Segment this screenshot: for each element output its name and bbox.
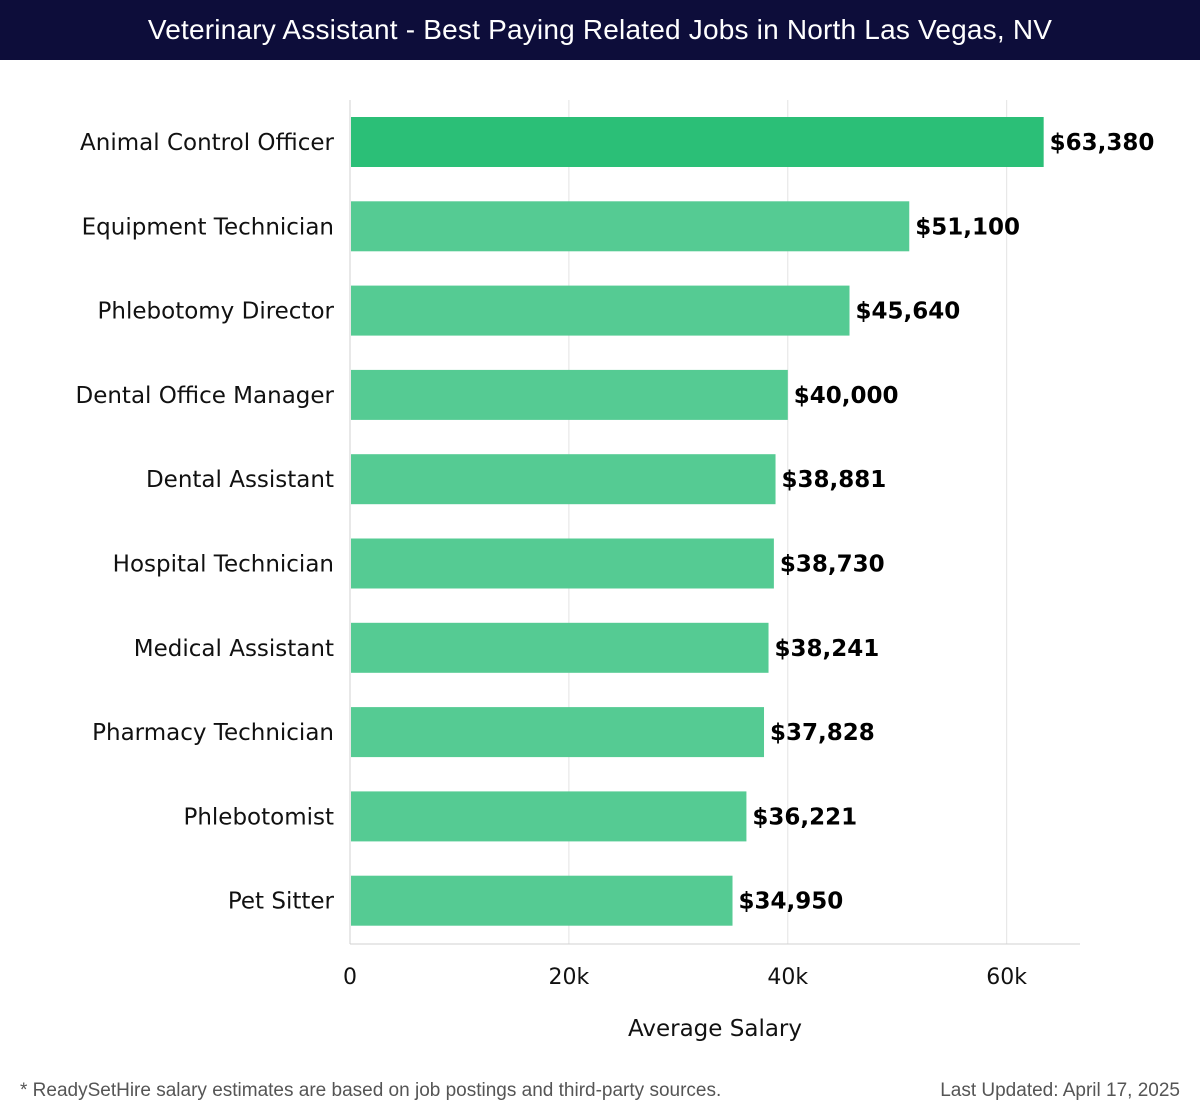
value-label: $38,241 bbox=[775, 636, 880, 662]
x-axis-title: Average Salary bbox=[628, 1016, 802, 1042]
category-label: Equipment Technician bbox=[82, 214, 334, 240]
footer-note: * ReadySetHire salary estimates are base… bbox=[20, 1080, 722, 1101]
x-tick-label: 20k bbox=[549, 965, 590, 990]
category-label: Hospital Technician bbox=[113, 552, 334, 578]
bar bbox=[351, 369, 788, 420]
category-label: Pharmacy Technician bbox=[92, 720, 334, 746]
bar bbox=[351, 622, 769, 673]
category-label: Medical Assistant bbox=[134, 636, 334, 662]
x-tick-label: 40k bbox=[767, 965, 808, 990]
x-tick-label: 60k bbox=[986, 965, 1027, 990]
bar bbox=[351, 875, 733, 926]
bar bbox=[351, 117, 1044, 167]
category-label: Dental Office Manager bbox=[75, 383, 334, 409]
category-label: Phlebotomy Director bbox=[98, 299, 335, 325]
x-tick-label: 0 bbox=[343, 965, 357, 990]
category-label: Dental Assistant bbox=[146, 467, 334, 493]
value-label: $34,950 bbox=[739, 889, 844, 915]
bar bbox=[351, 707, 765, 758]
bar bbox=[351, 201, 910, 252]
bar bbox=[351, 538, 774, 589]
value-label: $40,000 bbox=[794, 383, 899, 409]
bar bbox=[351, 791, 747, 842]
category-label: Phlebotomist bbox=[183, 804, 334, 830]
chart-title: Veterinary Assistant - Best Paying Relat… bbox=[0, 0, 1200, 60]
value-label: $38,730 bbox=[780, 552, 885, 578]
last-updated: Last Updated: April 17, 2025 bbox=[940, 1080, 1180, 1101]
value-label: $38,881 bbox=[782, 467, 887, 493]
value-label: $63,380 bbox=[1050, 130, 1155, 156]
value-label: $45,640 bbox=[856, 299, 961, 325]
value-label: $36,221 bbox=[752, 804, 857, 830]
category-label: Pet Sitter bbox=[228, 889, 335, 915]
bar-chart: 0 20k 40k 60k Animal Control Officer $63,380 E… bbox=[75, 100, 1155, 1042]
category-label: Animal Control Officer bbox=[80, 130, 334, 156]
bar bbox=[351, 454, 776, 505]
value-label: $37,828 bbox=[770, 720, 875, 746]
value-label: $51,100 bbox=[915, 214, 1020, 240]
bar bbox=[351, 285, 850, 336]
